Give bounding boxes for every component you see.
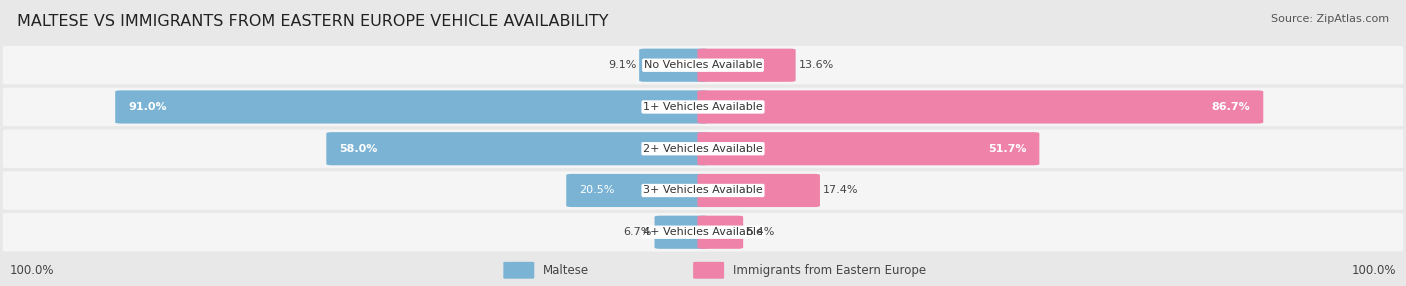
Text: 86.7%: 86.7% (1212, 102, 1250, 112)
FancyBboxPatch shape (697, 132, 1039, 165)
FancyBboxPatch shape (640, 49, 709, 82)
FancyBboxPatch shape (697, 49, 796, 82)
Text: No Vehicles Available: No Vehicles Available (644, 60, 762, 70)
FancyBboxPatch shape (3, 213, 1403, 251)
Text: 1+ Vehicles Available: 1+ Vehicles Available (643, 102, 763, 112)
FancyBboxPatch shape (567, 174, 709, 207)
FancyBboxPatch shape (3, 130, 1403, 168)
Text: Source: ZipAtlas.com: Source: ZipAtlas.com (1271, 14, 1389, 24)
Text: 13.6%: 13.6% (799, 60, 834, 70)
Text: 3+ Vehicles Available: 3+ Vehicles Available (643, 186, 763, 195)
FancyBboxPatch shape (3, 46, 1403, 84)
FancyBboxPatch shape (697, 90, 1263, 124)
Text: 100.0%: 100.0% (10, 264, 55, 277)
FancyBboxPatch shape (697, 174, 820, 207)
Text: 20.5%: 20.5% (579, 186, 614, 195)
Text: 6.7%: 6.7% (623, 227, 652, 237)
FancyBboxPatch shape (326, 132, 709, 165)
Text: 51.7%: 51.7% (988, 144, 1026, 154)
Text: 91.0%: 91.0% (128, 102, 166, 112)
FancyBboxPatch shape (3, 171, 1403, 210)
Text: MALTESE VS IMMIGRANTS FROM EASTERN EUROPE VEHICLE AVAILABILITY: MALTESE VS IMMIGRANTS FROM EASTERN EUROP… (17, 14, 609, 29)
Text: 9.1%: 9.1% (607, 60, 637, 70)
FancyBboxPatch shape (3, 88, 1403, 126)
Text: Maltese: Maltese (543, 264, 589, 277)
FancyBboxPatch shape (693, 262, 724, 279)
FancyBboxPatch shape (655, 216, 709, 249)
FancyBboxPatch shape (115, 90, 709, 124)
Text: 4+ Vehicles Available: 4+ Vehicles Available (643, 227, 763, 237)
FancyBboxPatch shape (697, 216, 744, 249)
FancyBboxPatch shape (503, 262, 534, 279)
Text: 100.0%: 100.0% (1351, 264, 1396, 277)
Text: 17.4%: 17.4% (823, 186, 858, 195)
Text: 2+ Vehicles Available: 2+ Vehicles Available (643, 144, 763, 154)
Text: 58.0%: 58.0% (339, 144, 377, 154)
Text: Immigrants from Eastern Europe: Immigrants from Eastern Europe (733, 264, 925, 277)
Text: 5.4%: 5.4% (747, 227, 775, 237)
